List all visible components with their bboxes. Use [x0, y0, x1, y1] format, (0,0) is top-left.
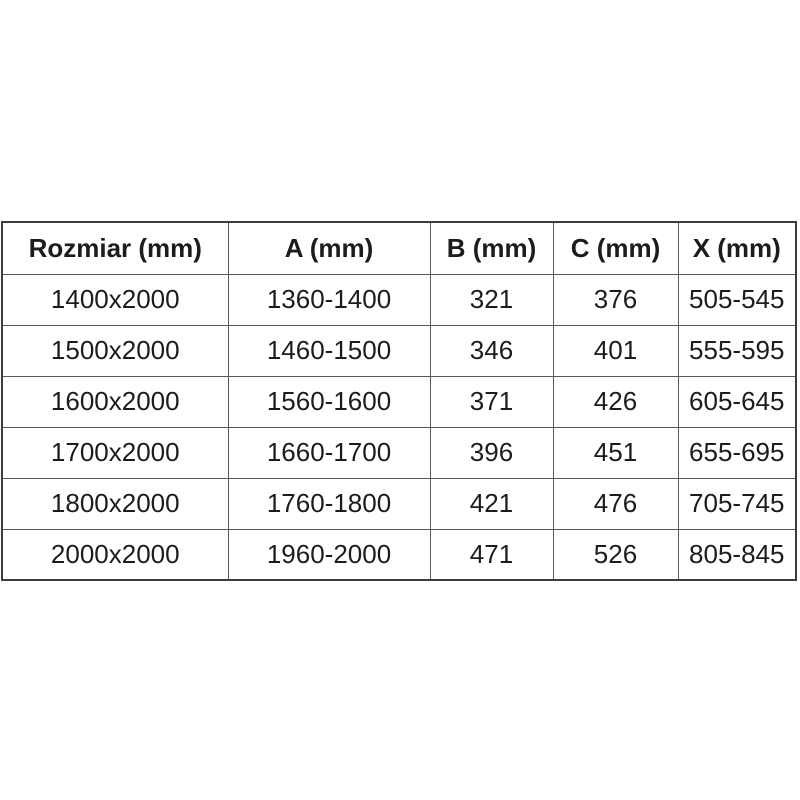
cell-c: 526 — [552, 528, 679, 581]
cell-rozmiar: 1700x2000 — [1, 426, 229, 479]
cell-b: 346 — [429, 324, 554, 377]
cell-a: 1360-1400 — [227, 273, 431, 326]
column-header-rozmiar: Rozmiar (mm) — [1, 221, 229, 275]
table-row: 1400x2000 1360-1400 321 376 505-545 — [1, 273, 797, 326]
cell-x: 505-545 — [677, 273, 797, 326]
cell-x: 705-745 — [677, 477, 797, 530]
dimensions-table: Rozmiar (mm) A (mm) B (mm) C (mm) X (mm)… — [1, 221, 797, 581]
cell-x: 605-645 — [677, 375, 797, 428]
cell-rozmiar: 1500x2000 — [1, 324, 229, 377]
cell-b: 421 — [429, 477, 554, 530]
cell-x: 805-845 — [677, 528, 797, 581]
cell-a: 1660-1700 — [227, 426, 431, 479]
cell-rozmiar: 1400x2000 — [1, 273, 229, 326]
cell-x: 655-695 — [677, 426, 797, 479]
table-row: 1600x2000 1560-1600 371 426 605-645 — [1, 375, 797, 428]
column-header-c: C (mm) — [552, 221, 679, 275]
cell-rozmiar: 1600x2000 — [1, 375, 229, 428]
table-row: 2000x2000 1960-2000 471 526 805-845 — [1, 528, 797, 581]
cell-c: 476 — [552, 477, 679, 530]
cell-b: 396 — [429, 426, 554, 479]
cell-b: 371 — [429, 375, 554, 428]
header-row: Rozmiar (mm) A (mm) B (mm) C (mm) X (mm) — [1, 221, 797, 275]
cell-c: 426 — [552, 375, 679, 428]
cell-a: 1760-1800 — [227, 477, 431, 530]
cell-b: 471 — [429, 528, 554, 581]
cell-rozmiar: 1800x2000 — [1, 477, 229, 530]
column-header-b: B (mm) — [429, 221, 554, 275]
cell-a: 1560-1600 — [227, 375, 431, 428]
table-row: 1800x2000 1760-1800 421 476 705-745 — [1, 477, 797, 530]
column-header-a: A (mm) — [227, 221, 431, 275]
cell-rozmiar: 2000x2000 — [1, 528, 229, 581]
cell-c: 401 — [552, 324, 679, 377]
cell-b: 321 — [429, 273, 554, 326]
table-row: 1500x2000 1460-1500 346 401 555-595 — [1, 324, 797, 377]
cell-c: 376 — [552, 273, 679, 326]
cell-x: 555-595 — [677, 324, 797, 377]
cell-a: 1460-1500 — [227, 324, 431, 377]
cell-a: 1960-2000 — [227, 528, 431, 581]
table-row: 1700x2000 1660-1700 396 451 655-695 — [1, 426, 797, 479]
column-header-x: X (mm) — [677, 221, 797, 275]
cell-c: 451 — [552, 426, 679, 479]
